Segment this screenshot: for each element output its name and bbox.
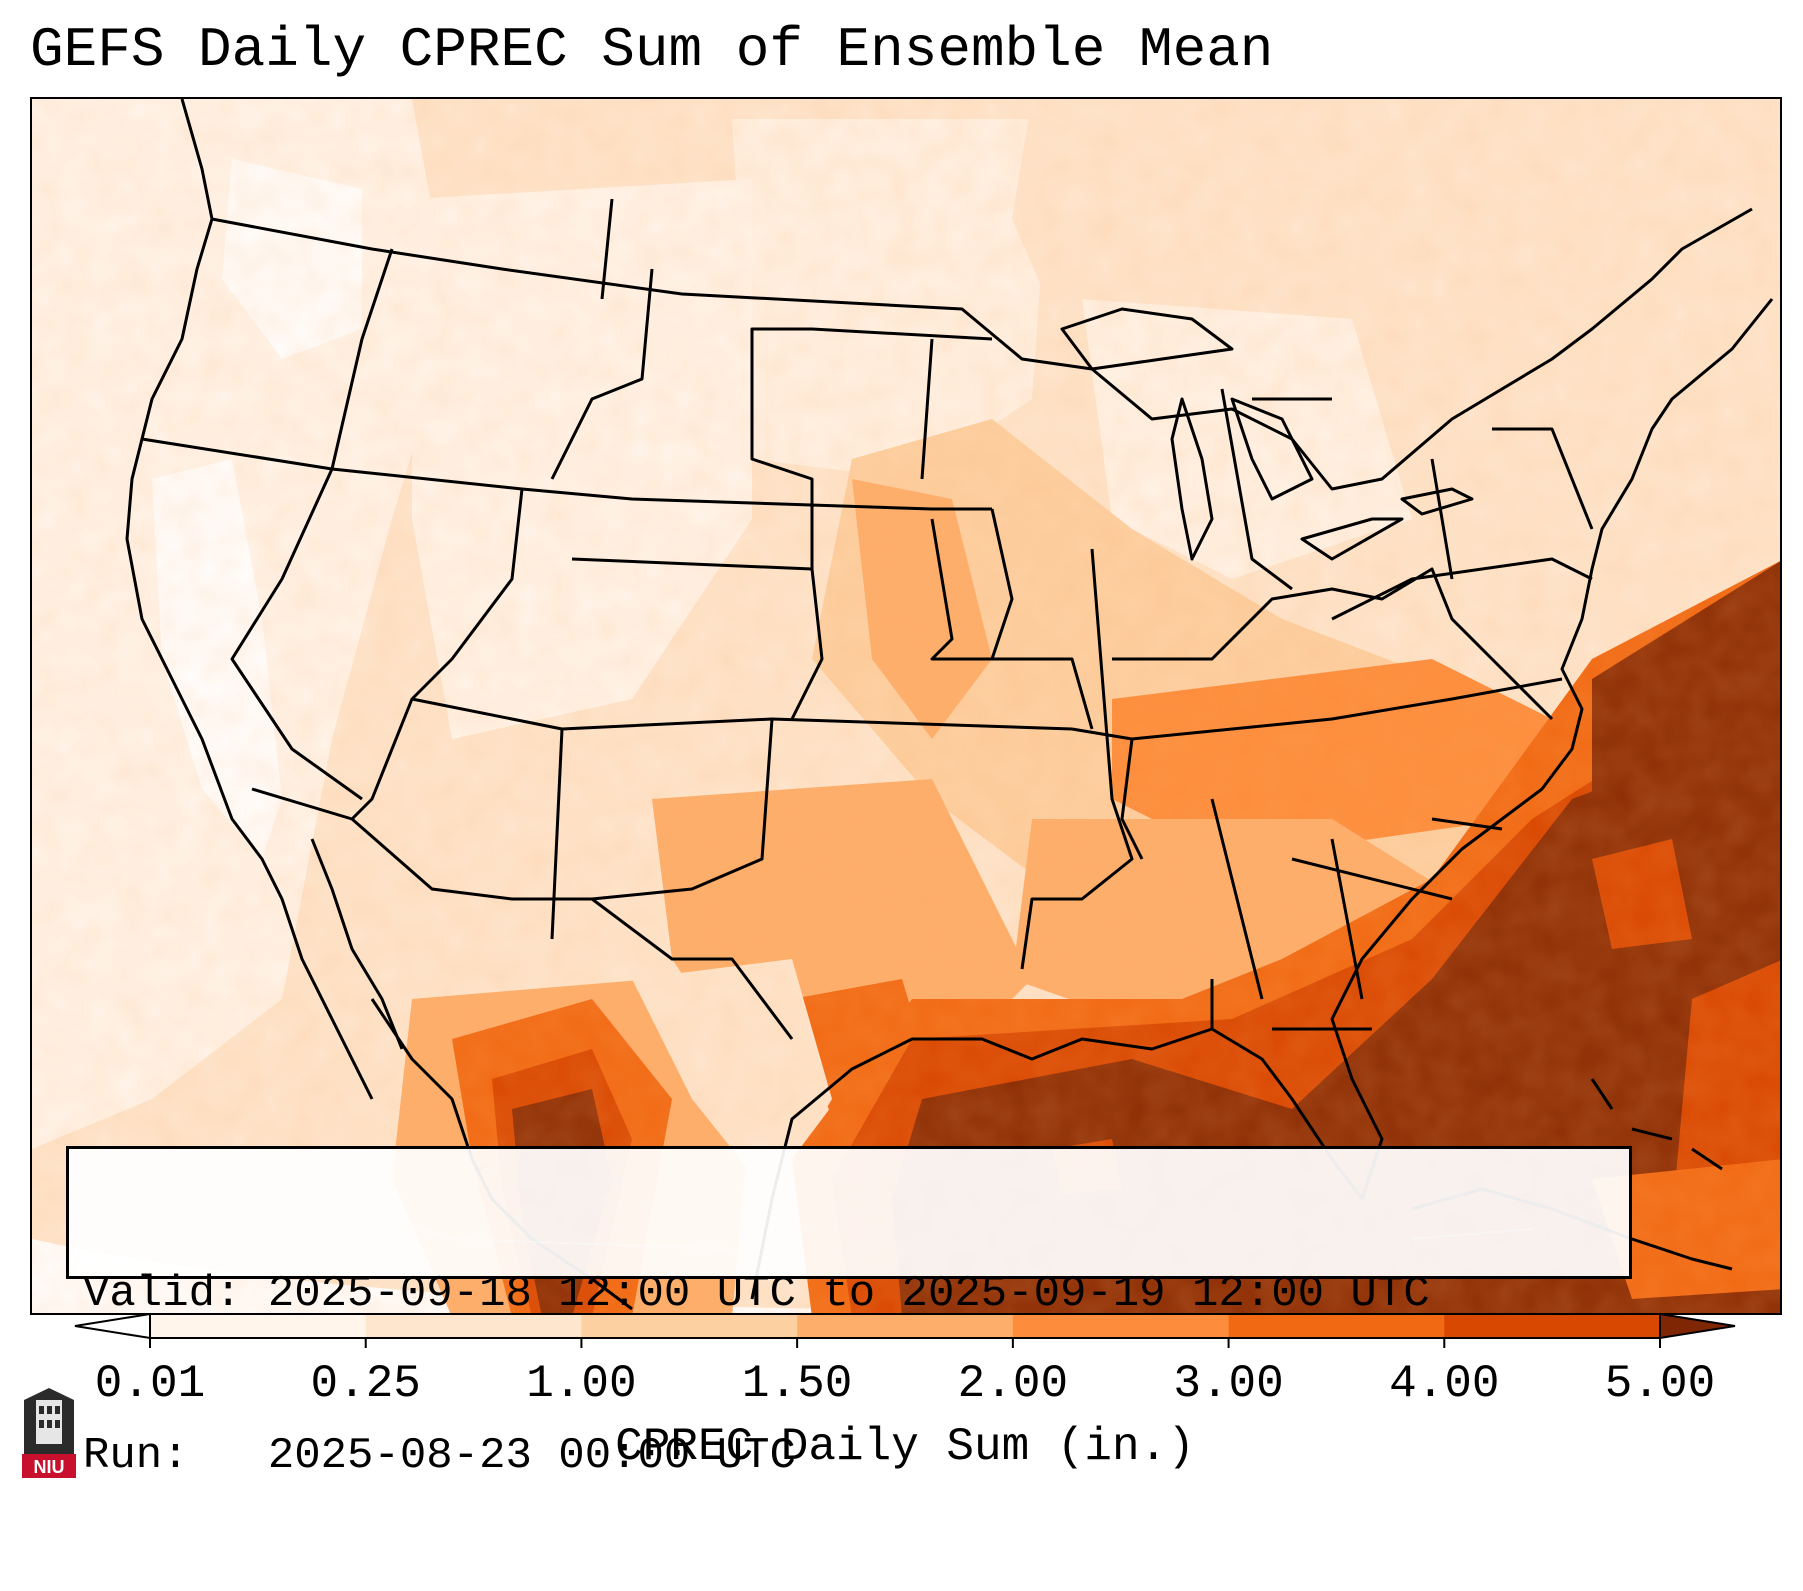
page: GEFS Daily CPREC Sum of Ensemble Mean bbox=[22, 18, 1782, 1481]
colorbar-tick-label: 3.00 bbox=[1173, 1358, 1284, 1410]
colorbar-tick-label: 4.00 bbox=[1389, 1358, 1500, 1410]
precip-map bbox=[30, 97, 1782, 1315]
colorbar-segment bbox=[365, 1314, 582, 1338]
grid-texture bbox=[32, 99, 1780, 1313]
island-bahamas bbox=[1590, 1078, 1723, 1171]
run-value: 2025-08-23 00:00 UTC bbox=[267, 1431, 796, 1481]
colorbar-tick-label: 0.25 bbox=[310, 1358, 421, 1410]
border-us-mexico bbox=[251, 787, 794, 1040]
colorbar-over-arrow bbox=[1659, 1312, 1736, 1340]
colorbar-outline bbox=[149, 1313, 1661, 1339]
colorbar-segments bbox=[74, 1312, 1736, 1340]
coast-west bbox=[125, 99, 374, 1100]
precip-map-canvas bbox=[32, 99, 1780, 1313]
colorbar-under-arrow bbox=[74, 1312, 151, 1340]
run-label: Run: bbox=[83, 1431, 189, 1481]
map-title: GEFS Daily CPREC Sum of Ensemble Mean bbox=[30, 18, 1274, 82]
lake-michigan bbox=[1170, 397, 1214, 561]
boundaries bbox=[125, 99, 1774, 1311]
lake-erie bbox=[1300, 517, 1404, 561]
coast-baja bbox=[310, 838, 404, 1050]
valid-label: Valid: bbox=[83, 1269, 242, 1319]
valid-row: Valid: 2025-09-18 12:00 UTC to 2025-09-1… bbox=[83, 1267, 1615, 1321]
run-row: Run: 2025-08-23 00:00 UTC bbox=[83, 1429, 1615, 1483]
state-lines bbox=[141, 198, 1594, 1031]
border-canada-us bbox=[211, 207, 1753, 491]
logo-text: NIU bbox=[34, 1457, 65, 1477]
lake-huron bbox=[1230, 397, 1314, 501]
colorbar-segment bbox=[1444, 1314, 1661, 1338]
colorbar-segment bbox=[581, 1314, 798, 1338]
colorbar-tick-label: 0.01 bbox=[94, 1358, 206, 1410]
colorbar bbox=[74, 1312, 1736, 1348]
colorbar-title: CPREC Daily Sum (in.) bbox=[615, 1421, 1195, 1473]
colorbar-segment bbox=[1228, 1314, 1445, 1338]
colorbar-segment bbox=[797, 1314, 1014, 1338]
niu-logo: NIU bbox=[22, 1388, 76, 1478]
lake-ontario bbox=[1400, 487, 1474, 516]
colorbar-tick-label: 5.00 bbox=[1604, 1358, 1716, 1410]
colorbar-ticks bbox=[149, 1338, 1661, 1348]
colorbar-tick-label: 2.00 bbox=[957, 1358, 1069, 1410]
coast-atlantic bbox=[1330, 298, 1774, 1200]
valid-value: 2025-09-18 12:00 UTC to 2025-09-19 12:00… bbox=[267, 1269, 1430, 1319]
colorbar-tick-label: 1.00 bbox=[526, 1358, 637, 1410]
lake-superior bbox=[1060, 307, 1234, 371]
valid-run-box: Valid: 2025-09-18 12:00 UTC to 2025-09-1… bbox=[66, 1146, 1632, 1481]
colorbar-segment bbox=[1012, 1314, 1230, 1338]
colorbar-segment bbox=[150, 1314, 367, 1338]
colorbar-tick-label: 1.50 bbox=[741, 1358, 853, 1410]
